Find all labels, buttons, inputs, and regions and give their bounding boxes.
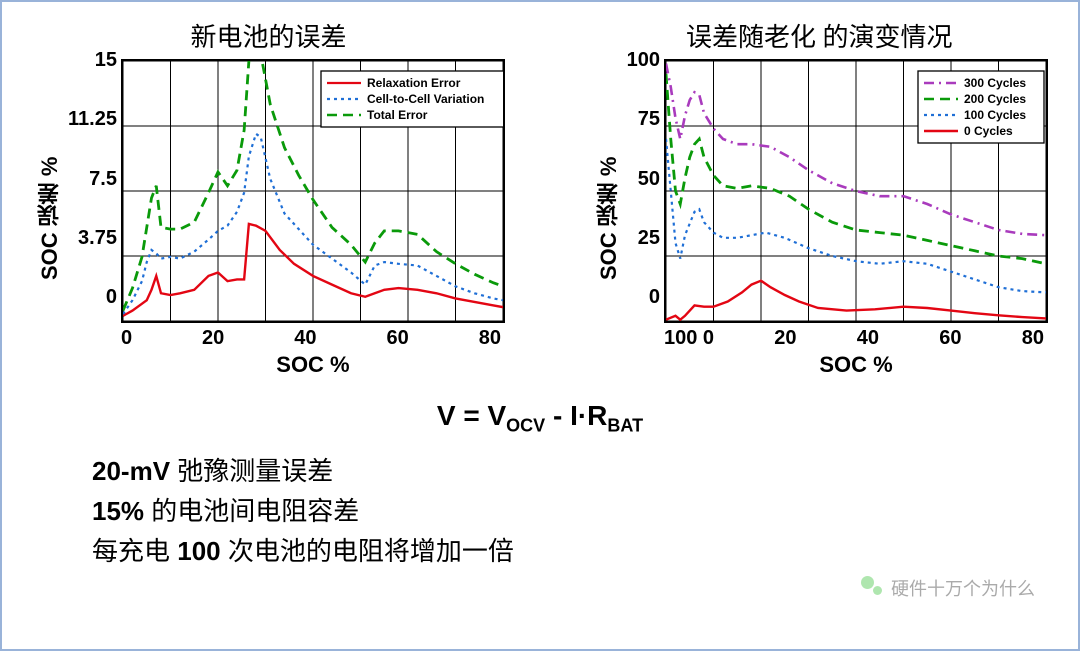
left-plot: Relaxation Error Cell-to-Cell Variation To…	[121, 59, 505, 323]
svg-text:Relaxation Error: Relaxation Error	[367, 76, 461, 90]
svg-text:300 Cycles: 300 Cycles	[964, 76, 1026, 90]
right-xlabel: SOC %	[664, 352, 1048, 378]
right-yticks: 1007550250	[627, 49, 664, 309]
bullets: 20-mV 弛豫测量误差 15% 的电池间电阻容差 每充电 100 次电池的电阻…	[92, 451, 1048, 572]
bullet-3: 每充电 100 次电池的电阻将增加一倍	[92, 531, 1048, 571]
left-chart-block: 新电池的误差 SOC 误差 % 1511.257.53.750 Relaxati…	[32, 12, 505, 378]
left-xlabel: SOC %	[121, 352, 505, 378]
left-yticks: 1511.257.53.750	[68, 49, 121, 309]
svg-text:0 Cycles: 0 Cycles	[964, 124, 1013, 138]
bullet-1: 20-mV 弛豫测量误差	[92, 451, 1048, 491]
svg-text:100 Cycles: 100 Cycles	[964, 108, 1026, 122]
svg-text:200 Cycles: 200 Cycles	[964, 92, 1026, 106]
watermark-text: 硬件十万个为什么	[891, 575, 1035, 601]
svg-text:Total Error: Total Error	[367, 108, 428, 122]
bullet-2: 15% 的电池间电阻容差	[92, 491, 1048, 531]
svg-text:Cell-to-Cell Variation: Cell-to-Cell Variation	[367, 92, 484, 106]
right-plot: 300 Cycles 200 Cycles 100 Cycles 0 Cycles	[664, 59, 1048, 323]
wechat-icon	[861, 576, 885, 600]
right-xticks: 100 020406080	[664, 327, 1044, 350]
right-ylabel: SOC 误差 %	[591, 59, 627, 378]
equation: V = VOCV - I·RBAT	[32, 400, 1048, 437]
watermark: 硬件十万个为什么	[861, 575, 1035, 601]
left-ylabel: SOC 误差 %	[32, 59, 68, 378]
right-chart-block: 误差随老化 的演变情况 SOC 误差 % 1007550250 300 Cycl…	[591, 12, 1048, 378]
left-xticks: 020406080	[121, 327, 501, 350]
